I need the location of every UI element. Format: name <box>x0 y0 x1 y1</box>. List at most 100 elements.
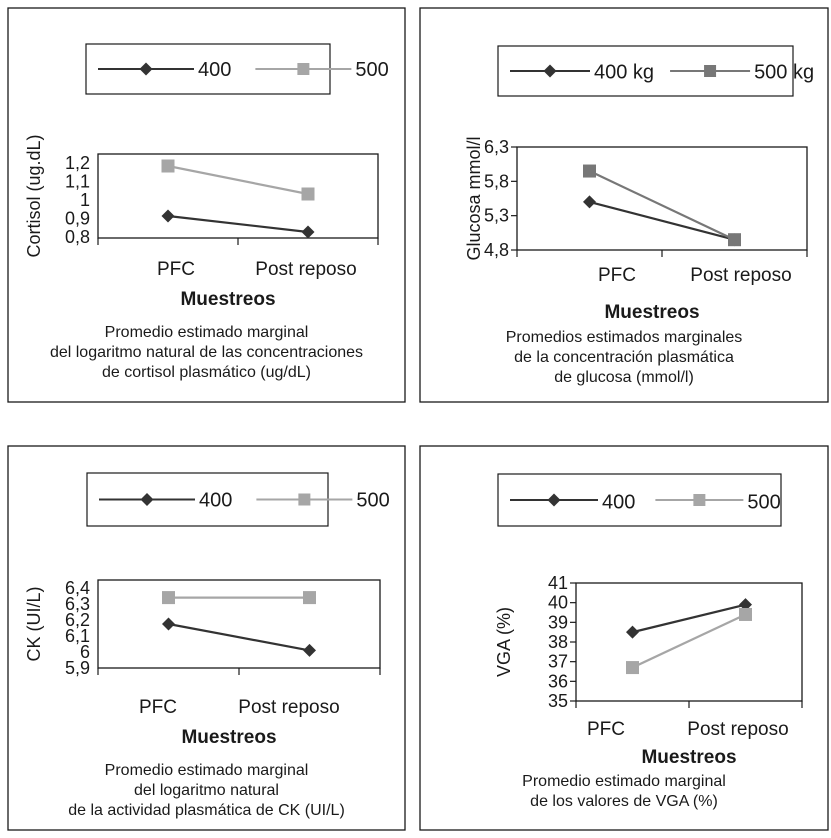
legend-marker-1 <box>547 493 561 507</box>
data-point-1-2 <box>301 225 315 239</box>
chart-panel-3: 400 500 6,46,36,26,165,9 PFC Post reposo Mues… <box>7 445 406 831</box>
y-tick-label-5: 0,8 <box>65 227 90 247</box>
series-line-1 <box>168 622 310 652</box>
y-axis-title: CK (UI/L) <box>24 586 44 661</box>
series-line-1 <box>632 603 746 634</box>
legend-label-2: 500 <box>356 490 389 512</box>
caption-line-3: de glucosa (mmol/l) <box>554 369 694 386</box>
y-tick-label-4: 0,9 <box>65 208 90 228</box>
legend-marker-1 <box>543 64 557 78</box>
y-tick-label-2: 6,3 <box>65 594 90 614</box>
x-axis-title: Muestreos <box>180 289 275 310</box>
y-tick-label-2: 40 <box>548 593 568 613</box>
x-category-label-1: PFC <box>587 719 625 740</box>
x-axis-title: Muestreos <box>181 727 276 748</box>
series-line-1 <box>589 200 735 241</box>
legend-marker-2 <box>297 63 310 75</box>
legend-marker-1 <box>139 62 153 76</box>
y-tick-label-5: 37 <box>548 652 568 672</box>
data-point-2-2 <box>301 187 315 201</box>
x-category-label-1: PFC <box>139 697 177 718</box>
series-line-2 <box>632 613 746 669</box>
series-2 <box>583 164 741 247</box>
caption-line-1: Promedio estimado marginal <box>522 773 726 790</box>
legend: 400 500 <box>497 473 782 527</box>
y-tick-label-3: 5,3 <box>484 206 509 226</box>
y-tick-label-1: 6,3 <box>484 137 509 157</box>
y-tick-label-4: 4,8 <box>484 240 509 260</box>
y-tick-label-3: 6,2 <box>65 610 90 630</box>
series-2 <box>161 159 315 201</box>
legend: 400 500 <box>85 43 389 95</box>
legend: 400 500 <box>86 472 390 527</box>
y-tick-label-2: 1,1 <box>65 172 90 192</box>
caption-line-3: de la actividad plasmática de CK (UI/L) <box>68 802 345 819</box>
data-point-2-1 <box>583 164 596 178</box>
series-1 <box>161 209 315 239</box>
legend-marker-2 <box>298 493 311 506</box>
legend-label-1: 400 <box>199 490 232 512</box>
y-tick-label-6: 36 <box>548 671 568 691</box>
y-tick-label-4: 38 <box>548 632 568 652</box>
data-point-1-2 <box>303 643 316 657</box>
legend: 400 kg 500 kg <box>497 45 814 97</box>
series-line-1 <box>167 214 309 234</box>
data-point-1-1 <box>583 195 596 209</box>
data-point-2-2 <box>739 607 752 621</box>
x-category-label-1: PFC <box>157 259 195 280</box>
legend-label-1: 400 kg <box>594 62 654 84</box>
y-tick-label-2: 5,8 <box>484 171 509 191</box>
caption-line-2: de los valores de VGA (%) <box>530 793 718 810</box>
chart-panel-2: 400 kg 500 kg 6,3 5,8 5,3 4,8 PFC Post reposo Mu… <box>419 7 829 403</box>
data-point-2-1 <box>162 591 175 605</box>
x-category-label-2: Post reposo <box>687 719 788 740</box>
caption-line-3: de cortisol plasmático (ug/dL) <box>102 364 311 381</box>
x-axis-title: Muestreos <box>604 302 699 323</box>
legend-label-1: 400 <box>198 59 231 81</box>
legend-marker-2 <box>704 65 717 77</box>
y-tick-label-1: 1,2 <box>65 153 90 173</box>
caption-line-2: del logaritmo natural de las concentraci… <box>50 344 363 361</box>
y-tick-label-3: 39 <box>548 612 568 632</box>
y-tick-label-1: 41 <box>548 573 568 593</box>
legend-marker-1 <box>140 493 154 506</box>
chart-panel-1: 400 500 1,21,110,90,8 PFC Post reposo Muestre… <box>7 7 406 403</box>
series-line-2 <box>589 170 735 241</box>
y-tick-label-1: 6,4 <box>65 578 90 598</box>
y-tick-label-6: 5,9 <box>65 658 90 678</box>
series-1 <box>162 617 316 657</box>
y-tick-label-7: 35 <box>548 691 568 711</box>
caption-line-1: Promedios estimados marginales <box>506 329 743 346</box>
legend-label-2: 500 <box>747 492 780 514</box>
data-point-2-1 <box>626 661 639 675</box>
y-tick-label-3: 1 <box>80 190 90 210</box>
data-point-2-1 <box>161 159 175 173</box>
data-point-2-2 <box>303 591 316 605</box>
data-point-2-2 <box>728 233 741 247</box>
caption-line-2: del logaritmo natural <box>134 782 279 799</box>
y-axis-title: Glucosa mmol/l <box>464 136 484 260</box>
legend-label-2: 500 <box>355 59 388 81</box>
caption-line-2: de la concentración plasmática <box>514 349 734 366</box>
data-point-1-1 <box>161 209 175 223</box>
data-point-1-1 <box>626 625 639 639</box>
data-point-1-2 <box>739 598 752 612</box>
legend-marker-2 <box>693 494 706 506</box>
legend-label-1: 400 <box>602 492 635 514</box>
x-axis-title: Muestreos <box>641 747 736 768</box>
legend-label-2: 500 kg <box>754 62 814 84</box>
y-tick-label-4: 6,1 <box>65 626 90 646</box>
x-category-label-2: Post reposo <box>255 259 356 280</box>
x-category-label-1: PFC <box>598 265 636 286</box>
series-line-2 <box>167 164 309 196</box>
x-category-label-2: Post reposo <box>238 697 339 718</box>
series-2 <box>162 591 316 605</box>
x-category-label-2: Post reposo <box>690 265 791 286</box>
data-point-1-1 <box>162 617 175 631</box>
y-axis-title: Cortisol (ug.dL) <box>24 134 44 257</box>
series-2 <box>626 607 752 675</box>
caption-line-1: Promedio estimado marginal <box>105 762 309 779</box>
series-1 <box>626 598 752 639</box>
